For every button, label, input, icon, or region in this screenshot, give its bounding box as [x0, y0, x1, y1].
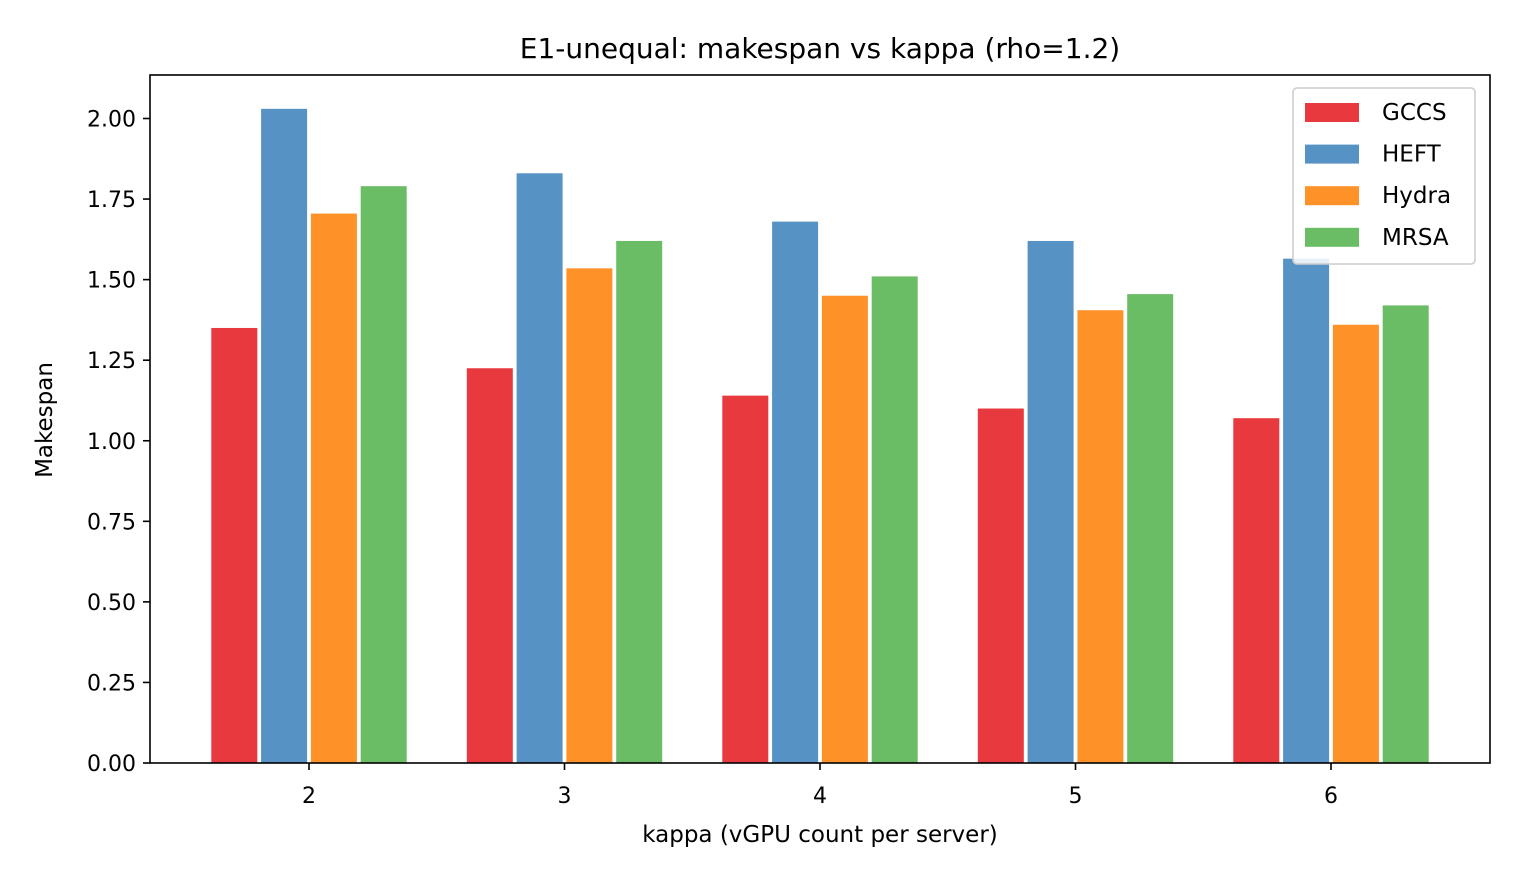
x-tick-label: 5	[1069, 784, 1083, 809]
y-tick-label: 0.25	[87, 671, 136, 696]
x-axis-label: kappa (vGPU count per server)	[642, 822, 998, 848]
x-tick-label: 4	[813, 784, 827, 809]
legend-swatch-mrsa	[1305, 227, 1359, 247]
bar-hydra-kappa-3	[566, 268, 613, 763]
bar-mrsa-kappa-2	[360, 186, 407, 763]
legend-label-heft: HEFT	[1382, 142, 1442, 168]
bar-gccs-kappa-4	[722, 395, 769, 763]
legend-label-hydra: Hydra	[1382, 183, 1451, 209]
y-tick-label: 0.00	[87, 752, 136, 777]
bar-mrsa-kappa-6	[1382, 305, 1429, 763]
bar-hydra-kappa-4	[821, 295, 868, 763]
bar-gccs-kappa-6	[1233, 418, 1280, 763]
x-tick-label: 3	[558, 784, 572, 809]
y-axis-label: Makespan	[32, 362, 58, 478]
y-tick-label: 0.50	[87, 591, 136, 616]
bar-heft-kappa-2	[261, 108, 308, 764]
bar-hydra-kappa-2	[310, 213, 357, 763]
legend-swatch-hydra	[1305, 186, 1359, 206]
bar-heft-kappa-3	[516, 173, 563, 764]
y-tick-label: 2.00	[87, 108, 136, 133]
bar-gccs-kappa-2	[211, 327, 258, 763]
bar-mrsa-kappa-3	[616, 240, 663, 764]
legend-label-gccs: GCCS	[1382, 100, 1447, 126]
x-tick-label: 6	[1324, 784, 1338, 809]
bar-hydra-kappa-5	[1077, 310, 1124, 763]
bar-gccs-kappa-5	[977, 408, 1024, 763]
bar-mrsa-kappa-5	[1127, 294, 1174, 763]
y-tick-label: 0.75	[87, 510, 136, 535]
legend-swatch-heft	[1305, 144, 1359, 164]
y-tick-label: 1.00	[87, 430, 136, 455]
y-tick-label: 1.25	[87, 349, 136, 374]
bar-heft-kappa-5	[1027, 240, 1074, 764]
bar-heft-kappa-6	[1283, 258, 1330, 763]
bar-mrsa-kappa-4	[871, 276, 918, 763]
legend-label-mrsa: MRSA	[1382, 225, 1449, 251]
bars-layer	[211, 108, 1429, 764]
bar-gccs-kappa-3	[466, 368, 513, 763]
axes-layer: 0.00 0.25 0.50 0.75 1.00 1.25 1.50 1.75 2.00 2 3 4 5…	[87, 74, 1491, 809]
legend-box	[1292, 87, 1476, 265]
y-tick-label: 1.75	[87, 188, 136, 213]
bar-heft-kappa-4	[772, 221, 819, 764]
legend-swatch-gccs	[1305, 103, 1359, 122]
x-tick-label: 2	[302, 784, 316, 809]
y-tick-label: 1.50	[87, 269, 136, 294]
chart-title: E1-unequal: makespan vs kappa (rho=1.2)	[520, 32, 1120, 65]
legend: GCCS HEFT Hydra MRSA	[1292, 87, 1476, 265]
bar-hydra-kappa-6	[1332, 324, 1379, 763]
